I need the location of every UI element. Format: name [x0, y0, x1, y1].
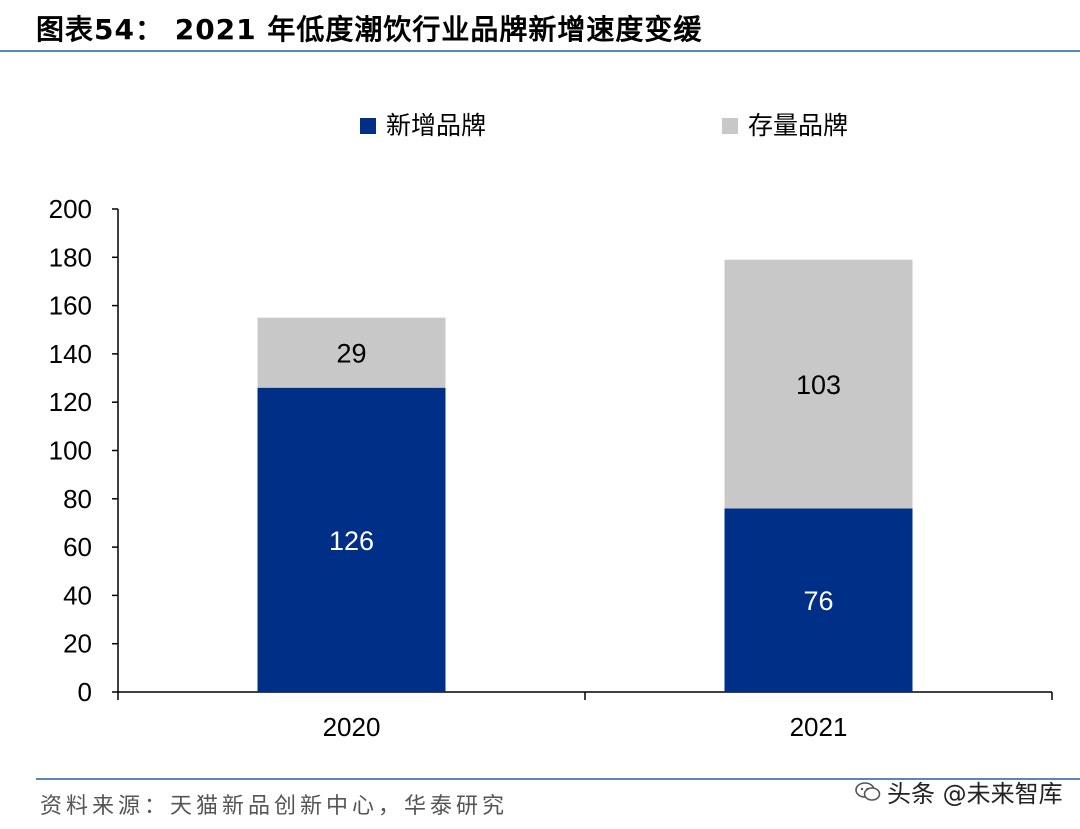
data-label: 103: [796, 370, 841, 400]
x-tick-label: 2021: [790, 712, 848, 742]
title-bar: 图表54： 2021 年低度潮饮行业品牌新增速度变缓: [0, 0, 1080, 52]
x-tick-label: 2020: [323, 712, 381, 742]
figure-title: 图表54： 2021 年低度潮饮行业品牌新增速度变缓: [36, 13, 703, 46]
legend-label: 存量品牌: [748, 111, 848, 140]
y-tick-label: 80: [63, 484, 92, 514]
source-note: 资料来源：天猫新品创新中心，华泰研究: [40, 794, 509, 819]
bar-new-2020: [257, 387, 446, 692]
y-axis: 0 20 40 60 80 100 120 140 160 180 200: [49, 194, 119, 707]
wechat-icon: [855, 781, 881, 803]
x-axis: 2020 2021: [117, 691, 1053, 742]
y-tick-label: 160: [49, 291, 92, 321]
data-label: 76: [803, 586, 833, 616]
bar-new-2021: [724, 508, 913, 692]
y-tick-label: 60: [63, 532, 92, 562]
y-tick-label: 20: [63, 629, 92, 659]
legend-swatch: [722, 118, 738, 134]
y-tick-label: 40: [63, 580, 92, 610]
bar-existing-2020: [257, 317, 446, 388]
stacked-bar-chart: 新增品牌 存量品牌 0 20 40 60 80 100 120 140 160 180 200 202…: [49, 111, 1053, 742]
bar-existing-2021: [724, 259, 913, 509]
data-label: 126: [329, 526, 374, 556]
y-tick-label: 100: [49, 436, 92, 466]
legend-swatch: [360, 118, 376, 134]
watermark-text: 头条 @未来智库: [887, 780, 1063, 808]
y-tick-label: 200: [49, 194, 92, 224]
watermark: 头条 @未来智库: [855, 774, 1063, 809]
data-label-group: 126 29 76 103: [329, 339, 841, 617]
data-label: 29: [336, 339, 366, 369]
legend-label: 新增品牌: [386, 111, 486, 140]
y-tick-label: 140: [49, 339, 92, 369]
chart-legend: 新增品牌 存量品牌: [360, 111, 848, 140]
y-tick-label: 120: [49, 387, 92, 417]
footer-divider: [36, 778, 1080, 780]
bar-group: [257, 259, 913, 692]
y-tick-label: 180: [49, 242, 92, 272]
y-tick-label: 0: [78, 677, 92, 707]
